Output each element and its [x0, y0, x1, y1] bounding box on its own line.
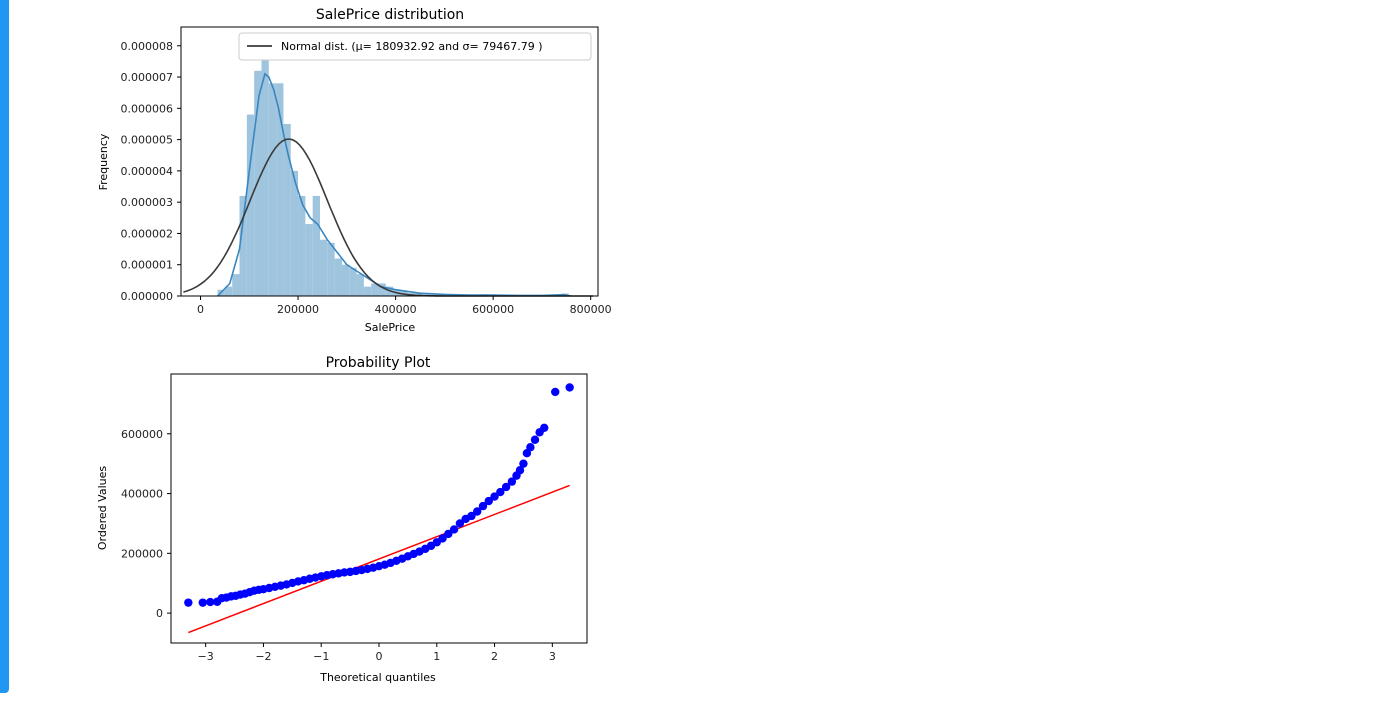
hist-y-ticks: 0.000000 0.000001 0.000002 0.000003 0.000004… — [121, 40, 181, 303]
kde-line — [217, 72, 572, 297]
qq-y-tick-label: 400000 — [121, 488, 163, 501]
hist-bars — [217, 36, 569, 297]
hist-x-tick-label: 400000 — [375, 303, 417, 316]
hist-xlabel: SalePrice — [365, 321, 416, 334]
hist-bar — [371, 283, 379, 296]
hist-y-tick-label: 0.000008 — [121, 40, 174, 53]
qq-point — [501, 482, 511, 492]
hist-bar — [268, 83, 277, 296]
hist-bar — [334, 258, 342, 296]
hist-bar — [290, 170, 299, 296]
qq-x-tick-label: 0 — [376, 650, 383, 663]
hist-y-tick-label: 0.000002 — [121, 227, 174, 240]
legend-normal-label: Normal dist. (μ= 180932.92 and σ= 79467.… — [281, 40, 543, 53]
qq-points — [184, 383, 574, 607]
qq-y-ticks: 0 200000 400000 600000 — [121, 428, 171, 620]
hist-bar — [356, 274, 364, 296]
hist-y-tick-label: 0.000004 — [121, 165, 174, 178]
hist-bar — [341, 264, 350, 296]
qq-point — [484, 496, 493, 506]
qq-point — [184, 598, 193, 607]
notebook-cell-indicator — [0, 0, 9, 693]
qq-x-tick-label: −3 — [198, 650, 214, 663]
qq-point — [496, 487, 505, 497]
hist-bar — [327, 242, 335, 296]
qq-y-tick-label: 600000 — [121, 428, 163, 441]
hist-y-tick-label: 0.000001 — [121, 259, 174, 272]
qq-point — [449, 525, 459, 534]
qq-xlabel: Theoretical quantiles — [319, 671, 436, 684]
hist-bar — [305, 224, 313, 296]
hist-bar — [246, 114, 255, 297]
probability-plot-panel: Probability Plot −3 −2 −1 0 1 2 3 0 200000 40000… — [96, 355, 588, 684]
hist-y-tick-label: 0.000005 — [121, 134, 174, 147]
qq-point — [551, 387, 560, 397]
histogram-panel: SalePrice distribution 0 200000 400000 6000… — [97, 7, 612, 334]
legend-box — [238, 32, 592, 61]
hist-x-ticks: 0 200000 400000 600000 800000 — [197, 296, 612, 316]
qq-x-tick-label: 2 — [491, 650, 498, 663]
qq-point — [490, 492, 499, 501]
qq-fit-line — [188, 484, 570, 634]
hist-bar — [232, 274, 240, 296]
hist-bar — [363, 286, 372, 296]
hist-title: SalePrice distribution — [316, 7, 464, 23]
hist-y-tick-label: 0.000003 — [121, 196, 174, 209]
qq-point — [519, 459, 528, 468]
qq-point — [467, 511, 476, 521]
hist-x-tick-label: 0 — [197, 303, 204, 316]
qq-point — [515, 466, 525, 475]
qq-point — [455, 519, 465, 528]
qq-x-tick-label: 1 — [433, 650, 440, 663]
hist-ylabel: Frequency — [97, 133, 110, 190]
hist-legend: Normal dist. (μ= 180932.92 and σ= 79467.… — [238, 32, 592, 61]
hist-y-tick-label: 0.000006 — [121, 102, 174, 115]
hist-bar — [239, 195, 247, 296]
qq-x-ticks: −3 −2 −1 0 1 2 3 — [198, 643, 556, 663]
hist-bar — [283, 123, 291, 296]
hist-bar — [378, 283, 386, 296]
qq-point — [198, 598, 207, 607]
hist-bar — [320, 239, 328, 296]
qq-point — [526, 443, 535, 452]
qq-title: Probability Plot — [326, 355, 431, 371]
hist-x-tick-label: 800000 — [570, 303, 612, 316]
qq-x-tick-label: 3 — [549, 650, 556, 663]
qq-point — [478, 501, 488, 511]
qq-x-tick-label: −1 — [313, 650, 329, 663]
qq-y-tick-label: 200000 — [121, 547, 163, 560]
qq-point — [507, 477, 517, 486]
qq-point — [473, 507, 482, 516]
hist-bar — [312, 195, 320, 296]
hist-bar — [276, 83, 284, 296]
hist-x-tick-label: 200000 — [277, 303, 319, 316]
hist-axes-frame — [180, 26, 599, 297]
hist-bar — [349, 267, 357, 296]
qq-point — [540, 423, 549, 432]
qq-y-tick-label: 0 — [156, 607, 163, 620]
qq-x-tick-label: −2 — [255, 650, 271, 663]
qq-ylabel: Ordered Values — [96, 466, 109, 550]
hist-bar — [224, 286, 233, 296]
hist-y-tick-label: 0.000007 — [121, 71, 174, 84]
hist-bar — [298, 195, 306, 296]
qq-point — [438, 534, 447, 543]
qq-point — [444, 529, 453, 539]
qq-point — [530, 435, 540, 444]
hist-x-tick-label: 600000 — [472, 303, 514, 316]
hist-y-tick-label: 0.000000 — [121, 290, 174, 303]
qq-axes-frame — [170, 373, 588, 644]
qq-point — [206, 597, 215, 607]
qq-point — [565, 383, 574, 392]
